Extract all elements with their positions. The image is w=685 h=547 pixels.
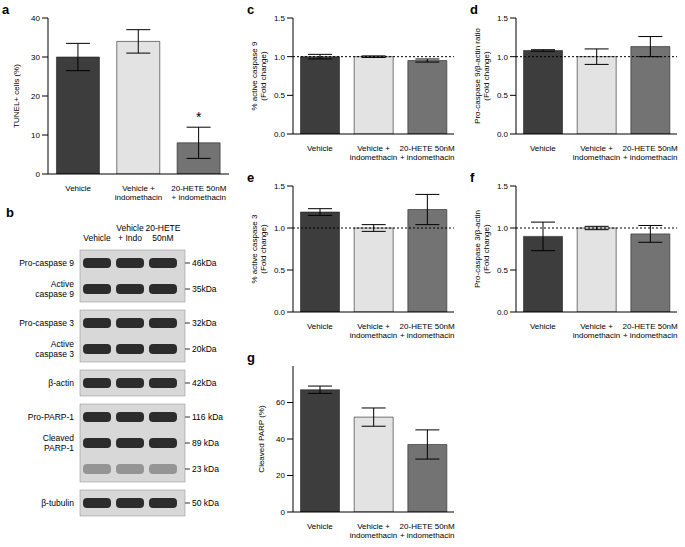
svg-text:20-HETE 50nM+ indomethacin: 20-HETE 50nM+ indomethacin xyxy=(400,322,455,340)
svg-text:40: 40 xyxy=(31,14,40,23)
svg-text:0.0: 0.0 xyxy=(274,130,286,139)
svg-text:0.5: 0.5 xyxy=(274,91,286,100)
html-text:c: c xyxy=(247,2,255,17)
svg-text:20kDa: 20kDa xyxy=(192,344,217,354)
svg-text:32kDa: 32kDa xyxy=(192,318,217,328)
svg-text:Pro-PARP-1: Pro-PARP-1 xyxy=(28,412,74,422)
svg-text:0.0: 0.0 xyxy=(497,308,509,317)
svg-text:1.0: 1.0 xyxy=(497,53,509,62)
svg-text:Vehicle: Vehicle xyxy=(530,144,556,153)
svg-text:20: 20 xyxy=(31,92,40,101)
svg-text:0: 0 xyxy=(281,508,286,517)
svg-text:Pro-caspase 9/β-actin ratio(Fo: Pro-caspase 9/β-actin ratio(Fold change) xyxy=(473,28,491,124)
svg-text:Vehicle+ Indo: Vehicle+ Indo xyxy=(116,223,144,243)
svg-text:116 kDa: 116 kDa xyxy=(192,412,223,422)
svg-text:20-HETE 50nM+ indomethacin: 20-HETE 50nM+ indomethacin xyxy=(171,184,226,202)
svg-text:89 kDa: 89 kDa xyxy=(192,438,219,448)
svg-text:Vehicle +indomethacin: Vehicle +indomethacin xyxy=(573,144,621,162)
html-text:a: a xyxy=(2,2,10,17)
svg-text:β-actin: β-actin xyxy=(48,378,74,388)
svg-text:Vehicle +indomethacin: Vehicle +indomethacin xyxy=(115,184,163,202)
svg-text:Vehicle: Vehicle xyxy=(530,322,556,331)
html-text:g: g xyxy=(247,350,255,365)
svg-text:20-HETE 50nM+ indomethacin: 20-HETE 50nM+ indomethacin xyxy=(400,144,455,162)
svg-text:1.0: 1.0 xyxy=(497,224,509,233)
svg-text:1.5: 1.5 xyxy=(274,182,286,191)
svg-text:0: 0 xyxy=(36,170,41,179)
svg-text:50 kDa: 50 kDa xyxy=(192,498,219,508)
svg-text:Activecaspase 3: Activecaspase 3 xyxy=(35,339,74,359)
svg-text:Vehicle: Vehicle xyxy=(307,522,333,531)
svg-text:Pro-caspase 9: Pro-caspase 9 xyxy=(19,258,74,268)
svg-text:Pro-caspase 3/β-actin(Fold cha: Pro-caspase 3/β-actin(Fold change) xyxy=(473,210,491,288)
svg-text:% active caspase 3(Fold change: % active caspase 3(Fold change) xyxy=(250,214,268,283)
svg-text:1.0: 1.0 xyxy=(274,53,286,62)
svg-text:Vehicle: Vehicle xyxy=(307,322,333,331)
svg-text:1.5: 1.5 xyxy=(497,14,509,23)
svg-text:20-HETE50nM: 20-HETE50nM xyxy=(146,223,181,243)
svg-text:0.5: 0.5 xyxy=(497,266,509,275)
svg-text:Activecaspase 9: Activecaspase 9 xyxy=(35,279,74,299)
svg-text:b: b xyxy=(6,205,14,220)
svg-text:Vehicle +indomethacin: Vehicle +indomethacin xyxy=(350,522,398,540)
svg-text:20: 20 xyxy=(276,471,285,480)
svg-text:0.0: 0.0 xyxy=(274,308,286,317)
svg-text:1.5: 1.5 xyxy=(497,182,509,191)
svg-text:30: 30 xyxy=(31,53,40,62)
svg-text:Cleaved PARP (%): Cleaved PARP (%) xyxy=(257,405,266,473)
svg-text:Vehicle +indomethacin: Vehicle +indomethacin xyxy=(573,322,621,340)
svg-text:0.0: 0.0 xyxy=(497,130,509,139)
svg-text:10: 10 xyxy=(31,131,40,140)
svg-text:23 kDa: 23 kDa xyxy=(192,464,219,474)
svg-text:46kDa: 46kDa xyxy=(192,258,217,268)
svg-text:40: 40 xyxy=(276,435,285,444)
svg-text:60: 60 xyxy=(276,398,285,407)
svg-text:β-tubulin: β-tubulin xyxy=(41,498,74,508)
svg-text:1.5: 1.5 xyxy=(274,14,286,23)
svg-text:Vehicle: Vehicle xyxy=(307,144,333,153)
svg-text:0.5: 0.5 xyxy=(274,266,286,275)
svg-text:Vehicle: Vehicle xyxy=(65,184,91,193)
html-text:e: e xyxy=(247,170,255,185)
svg-text:*: * xyxy=(196,109,202,125)
svg-text:% active caspase 9(Fold change: % active caspase 9(Fold change) xyxy=(250,41,268,110)
svg-text:20-HETE 50nM+ indomethacin: 20-HETE 50nM+ indomethacin xyxy=(623,144,678,162)
svg-text:35kDa: 35kDa xyxy=(192,284,217,294)
svg-text:Pro-caspase 3: Pro-caspase 3 xyxy=(19,318,74,328)
svg-text:CleavedPARP-1: CleavedPARP-1 xyxy=(43,433,74,453)
svg-text:Vehicle: Vehicle xyxy=(83,233,111,243)
svg-text:20-HETE 50nM+ indomethacin: 20-HETE 50nM+ indomethacin xyxy=(400,522,455,540)
svg-text:TUNEL+ cells (%): TUNEL+ cells (%) xyxy=(12,64,21,128)
html-text:f: f xyxy=(470,170,475,185)
svg-text:0.5: 0.5 xyxy=(497,91,509,100)
svg-text:42kDa: 42kDa xyxy=(192,378,217,388)
svg-text:Vehicle +indomethacin: Vehicle +indomethacin xyxy=(350,144,398,162)
svg-text:1.0: 1.0 xyxy=(274,224,286,233)
svg-text:20-HETE 50nM+ indomethacin: 20-HETE 50nM+ indomethacin xyxy=(623,322,678,340)
html-text:d: d xyxy=(470,2,478,17)
svg-text:Vehicle +indomethacin: Vehicle +indomethacin xyxy=(350,322,398,340)
